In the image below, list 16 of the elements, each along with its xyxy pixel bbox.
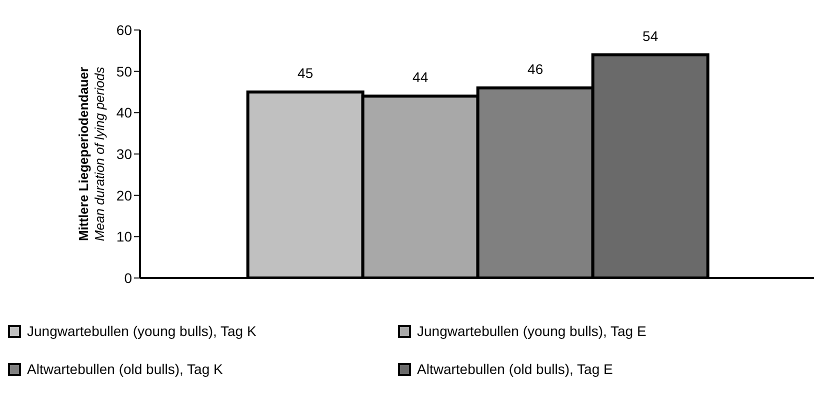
y-tick-label: 20 bbox=[116, 187, 132, 204]
legend-label: Altwartebullen (old bulls), Tag E bbox=[417, 361, 613, 377]
y-tick-label: 10 bbox=[116, 228, 132, 245]
y-tick-label: 0 bbox=[124, 270, 132, 286]
data-label: 45 bbox=[298, 65, 314, 81]
legend-label: Jungwartebullen (young bulls), Tag E bbox=[417, 323, 646, 339]
y-tick-label: 40 bbox=[116, 104, 132, 121]
y-tick-label: 30 bbox=[116, 146, 132, 162]
y-tick-label: 50 bbox=[116, 63, 132, 80]
y-tick-label: 60 bbox=[116, 22, 132, 38]
data-label: 54 bbox=[642, 28, 658, 44]
data-label: 46 bbox=[528, 60, 544, 77]
legend-label: Altwartebullen (old bulls), Tag K bbox=[27, 361, 223, 377]
legend-label: Jungwartebullen (young bulls), Tag K bbox=[27, 323, 256, 339]
y-axis-title: Mittlere Liegeperiodendauer Mean duration of lying periods bbox=[76, 66, 107, 242]
data-label: 44 bbox=[412, 69, 428, 86]
